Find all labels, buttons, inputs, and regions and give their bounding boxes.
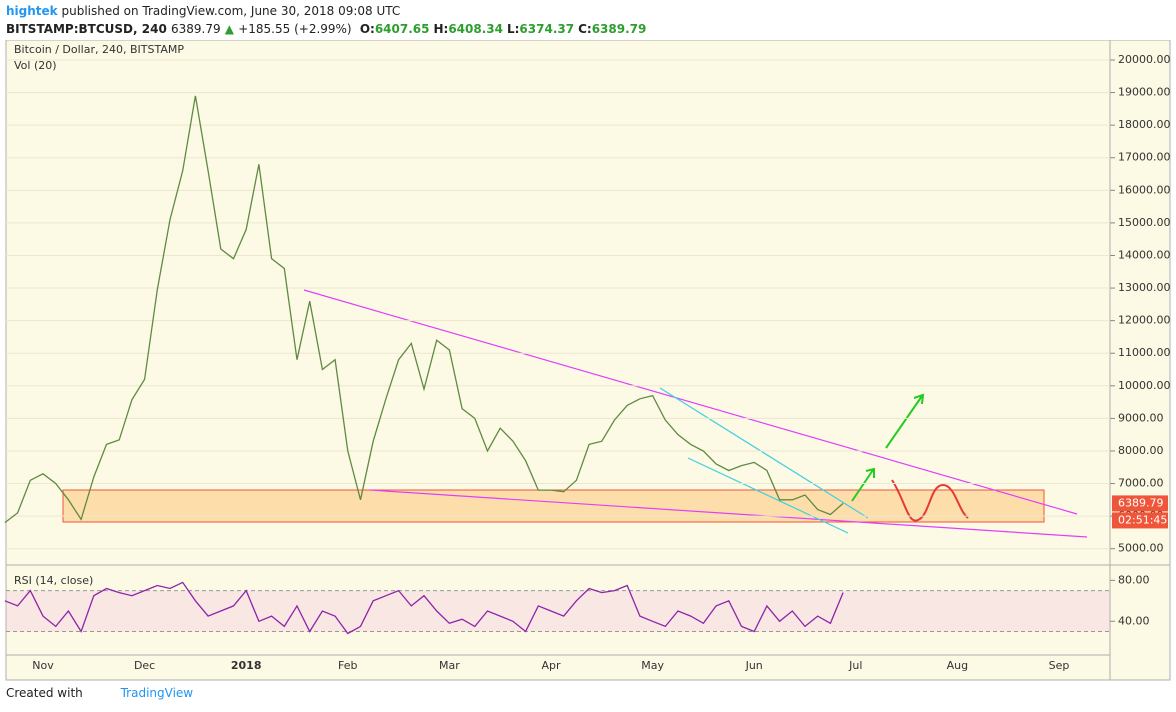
support-zone xyxy=(62,489,1045,523)
x-tick-label: Apr xyxy=(541,659,561,672)
price-tag-bg xyxy=(1112,495,1168,512)
pane-title: RSI (14, close) xyxy=(14,574,93,587)
created: Created with xyxy=(6,686,83,700)
frame xyxy=(5,40,1171,681)
ohlc-value: 6408.34 xyxy=(448,22,503,36)
y-tick-label: 18000.00 xyxy=(1118,118,1171,131)
projection xyxy=(891,479,969,522)
author[interactable]: hightek xyxy=(6,4,58,18)
y-tick-label: 11000.00 xyxy=(1118,346,1171,359)
ohlc-key: C: xyxy=(578,22,592,36)
last: 6389.79 xyxy=(170,22,221,36)
y-tick-label: 12000.00 xyxy=(1118,314,1171,327)
chart: Bitcoin / Dollar, 240, BITSTAMP Vol (20)… xyxy=(4,40,1171,681)
y-tick-label: 9000.00 xyxy=(1118,411,1164,424)
x-tick-label: 2018 xyxy=(231,659,262,672)
y-tick-label: 7000.00 xyxy=(1118,477,1164,490)
x-tick-label: Dec xyxy=(134,659,155,672)
x-tick-label: Feb xyxy=(338,659,357,672)
y-tick-label: 17000.00 xyxy=(1118,151,1171,164)
ohlc-value: 6374.37 xyxy=(519,22,575,36)
x-tick-label: Jul xyxy=(848,659,862,672)
x-tick-label: May xyxy=(641,659,664,672)
y-tick-label: 80.00 xyxy=(1118,573,1150,586)
channel-line xyxy=(659,387,869,519)
brand[interactable]: TradingView xyxy=(120,686,194,700)
x-tick-label: Mar xyxy=(439,659,460,672)
y-tick-label: 13000.00 xyxy=(1118,281,1171,294)
footer: Created with TradingView xyxy=(6,686,193,700)
y-tick-label: 16000.00 xyxy=(1118,183,1171,196)
ohlc-value: 6389.79 xyxy=(591,22,647,36)
y-tick-label: 15000.00 xyxy=(1118,216,1171,229)
arrow xyxy=(851,393,925,502)
series-line xyxy=(4,581,844,635)
arrow: ▲ xyxy=(224,22,235,36)
channel-line xyxy=(687,457,849,534)
series-line xyxy=(4,95,844,524)
publish-line: hightek published on TradingView.com, Ju… xyxy=(6,4,400,18)
trend-line xyxy=(303,289,1078,515)
change: +185.55 (+2.99%) xyxy=(238,22,352,36)
y-tick-label: 5000.00 xyxy=(1118,542,1164,555)
x-tick-label: Sep xyxy=(1049,659,1070,672)
countdown: 02:51:45 xyxy=(1118,513,1167,526)
rsi-band xyxy=(6,590,1111,632)
y-tick-label: 14000.00 xyxy=(1118,248,1171,261)
y-tick-label: 19000.00 xyxy=(1118,86,1171,99)
y-tick-label: 10000.00 xyxy=(1118,379,1171,392)
published: published on TradingView.com, June 30, 2… xyxy=(61,4,401,18)
ohlc-key: H: xyxy=(433,22,449,36)
x-tick-label: Aug xyxy=(947,659,968,672)
symbol: BITSTAMP:BTCUSD, 240 xyxy=(6,22,167,36)
price-tag: 6389.79 xyxy=(1118,496,1164,509)
trend-line xyxy=(369,489,1088,538)
ohlc: O:6407.65 H:6408.34 L:6374.37 C:6389.79 xyxy=(356,22,647,36)
y-tick-label: 20000.00 xyxy=(1118,53,1171,66)
quote-line: BITSTAMP:BTCUSD, 240 6389.79 ▲ +185.55 (… xyxy=(6,22,646,36)
x-tick-label: Nov xyxy=(32,659,54,672)
y-tick-label: 40.00 xyxy=(1118,614,1150,627)
y-tick-label: 8000.00 xyxy=(1118,444,1164,457)
pane-subtitle: Vol (20) xyxy=(14,59,57,72)
pane-title: Bitcoin / Dollar, 240, BITSTAMP xyxy=(14,43,184,56)
ohlc-key: L: xyxy=(506,22,520,36)
ohlc-key: O: xyxy=(359,22,375,36)
ohlc-value: 6407.65 xyxy=(374,22,430,36)
countdown-bg xyxy=(1112,512,1168,529)
x-tick-label: Jun xyxy=(745,659,763,672)
